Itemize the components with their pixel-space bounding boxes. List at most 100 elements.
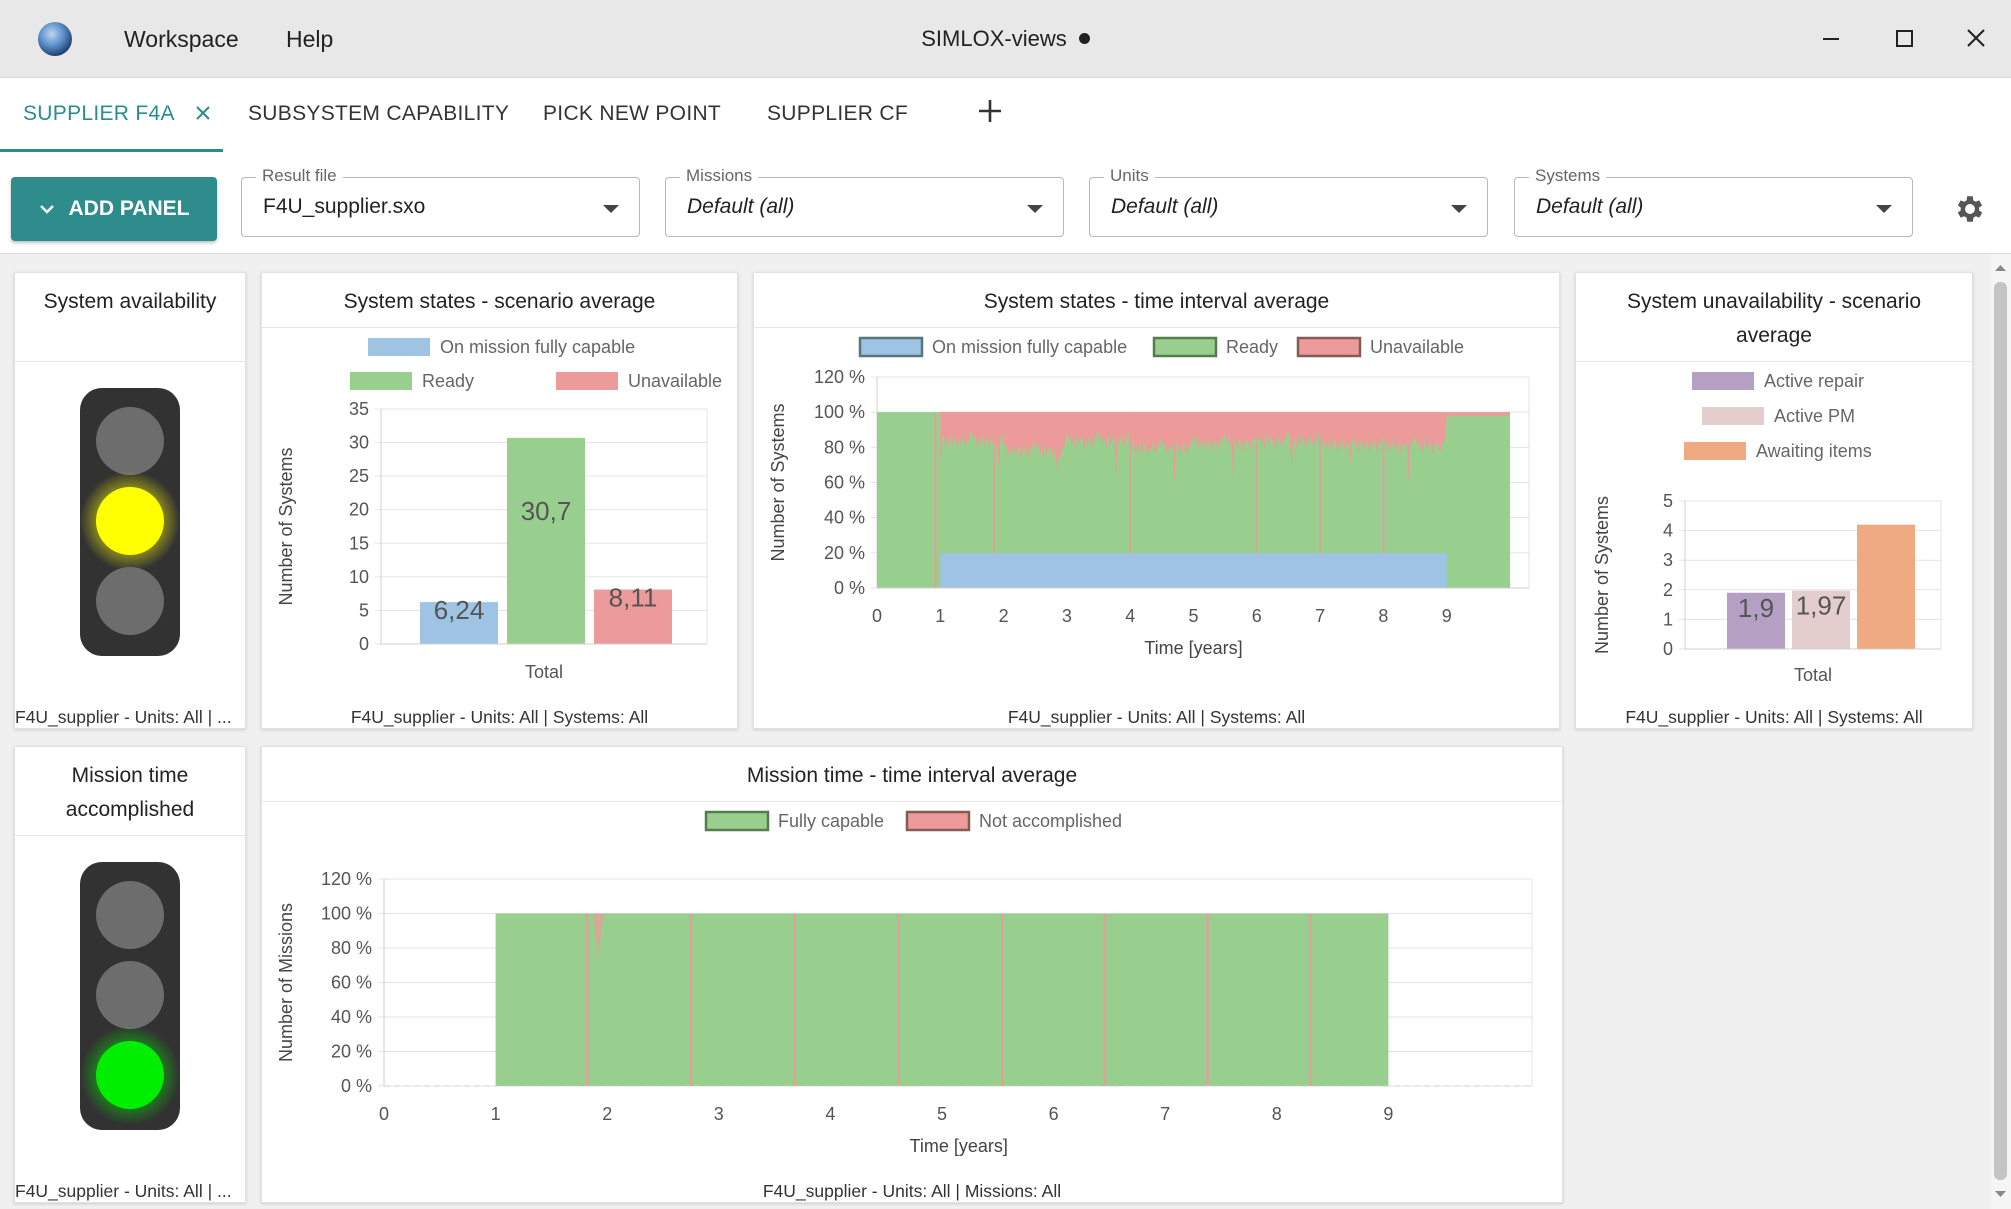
panel-title: System availability bbox=[43, 290, 217, 313]
bar-value-label: 1,97 bbox=[1796, 591, 1847, 621]
panel-footer: F4U_supplier - Units: All | Missions: Al… bbox=[762, 1181, 1062, 1201]
panel-system-availability[interactable]: System availability F4U_supplier - Units… bbox=[14, 272, 246, 729]
minimize-icon[interactable] bbox=[1811, 18, 1851, 58]
menu-help[interactable]: Help bbox=[286, 26, 334, 52]
dropdown-caret-icon bbox=[1876, 205, 1892, 213]
scrollbar-thumb[interactable] bbox=[1994, 282, 2007, 1180]
legend-swatch bbox=[1684, 442, 1746, 460]
y-tick-label: 4 bbox=[1663, 521, 1673, 541]
panel-title: Mission time accomplished bbox=[65, 764, 195, 821]
y-tick-label: 100 % bbox=[321, 904, 372, 924]
y-tick-label: 60 % bbox=[331, 973, 372, 993]
x-tick-label: 9 bbox=[1383, 1104, 1393, 1124]
y-tick-label: 80 % bbox=[331, 938, 372, 958]
y-tick-label: 20 % bbox=[824, 543, 865, 563]
legend-label: Unavailable bbox=[1370, 337, 1464, 357]
legend-swatch bbox=[368, 338, 430, 356]
close-icon[interactable] bbox=[1956, 18, 1996, 58]
x-tick-label: 8 bbox=[1378, 606, 1388, 626]
legend-label: On mission fully capable bbox=[440, 337, 635, 357]
tab-pick-new-point[interactable]: PICK NEW POINT bbox=[543, 102, 722, 125]
missions-select[interactable]: Missions Default (all) bbox=[665, 166, 1064, 237]
x-tick-label: 4 bbox=[1125, 606, 1135, 626]
dropdown-caret-icon bbox=[1451, 205, 1467, 213]
y-axis-label: Number of Missions bbox=[276, 903, 296, 1062]
panel-title: System unavailability - scenario average bbox=[1626, 290, 1922, 347]
y-tick-label: 30 bbox=[349, 433, 369, 453]
scroll-up-icon[interactable] bbox=[1990, 258, 2011, 278]
y-tick-label: 5 bbox=[359, 600, 369, 620]
area-not-accomplished bbox=[592, 913, 604, 957]
panel-divider bbox=[262, 327, 737, 328]
x-tick-label: 9 bbox=[1442, 606, 1452, 626]
dropdown-caret-icon bbox=[603, 205, 619, 213]
y-tick-label: 100 % bbox=[814, 402, 865, 422]
menu-workspace[interactable]: Workspace bbox=[124, 26, 239, 52]
dropdown-caret-icon bbox=[1027, 205, 1043, 213]
y-tick-label: 0 % bbox=[341, 1076, 372, 1096]
field-label: Systems bbox=[1529, 166, 1607, 186]
y-tick-label: 10 bbox=[349, 567, 369, 587]
y-tick-label: 15 bbox=[349, 533, 369, 553]
field-label: Result file bbox=[256, 166, 343, 186]
panel-footer: F4U_supplier - Units: All | Systems: All bbox=[1625, 707, 1923, 727]
legend-label: Active PM bbox=[1774, 406, 1855, 426]
legend-swatch bbox=[556, 372, 618, 390]
area-on-mission bbox=[940, 552, 1447, 588]
close-tab-icon[interactable] bbox=[194, 104, 212, 122]
maximize-icon[interactable] bbox=[1884, 18, 1924, 58]
legend-swatch bbox=[1692, 372, 1754, 390]
tab-label: SUPPLIER F4A bbox=[23, 102, 174, 125]
x-tick-label: 7 bbox=[1160, 1104, 1170, 1124]
units-select[interactable]: Units Default (all) bbox=[1089, 166, 1488, 237]
legend-label: Ready bbox=[1226, 337, 1278, 357]
x-axis-label: Time [years] bbox=[1144, 638, 1242, 658]
legend-label: Not accomplished bbox=[979, 811, 1122, 831]
app-logo-icon bbox=[38, 22, 72, 56]
legend-label: Ready bbox=[422, 371, 474, 391]
tab-supplier-cf[interactable]: SUPPLIER CF bbox=[767, 102, 908, 125]
bar bbox=[420, 602, 498, 644]
vertical-scrollbar[interactable] bbox=[1990, 254, 2011, 1209]
bar-value-label: 30,7 bbox=[521, 496, 572, 526]
panel-mission-time-interval[interactable]: Mission time - time interval average Ful… bbox=[261, 746, 1563, 1203]
y-tick-label: 35 bbox=[349, 399, 369, 419]
panel-system-states-scenario[interactable]: System states - scenario average On miss… bbox=[261, 272, 738, 729]
x-tick-label: Total bbox=[1794, 665, 1832, 685]
mission-time-area-chart: Fully capable Not accomplished 0 % 20 % 40 %… bbox=[276, 810, 1533, 1156]
legend-label: Awaiting items bbox=[1756, 441, 1872, 461]
add-panel-label: ADD PANEL bbox=[68, 197, 190, 220]
traffic-light-icon bbox=[80, 388, 180, 656]
panel-divider bbox=[15, 361, 245, 362]
legend-label: Unavailable bbox=[628, 371, 722, 391]
bar bbox=[1857, 524, 1915, 649]
y-axis-label: Number of Systems bbox=[276, 447, 296, 605]
panel-system-unavailability[interactable]: System unavailability - scenario average… bbox=[1575, 272, 1973, 729]
system-states-area-chart: On mission fully capable Ready Unavailable… bbox=[768, 336, 1530, 658]
area-unavailable bbox=[1446, 412, 1510, 416]
panel-footer: F4U_supplier - Units: All | ... bbox=[15, 1181, 232, 1201]
panel-mission-time-accomplished[interactable]: Mission time accomplished F4U_supplier -… bbox=[14, 746, 246, 1203]
legend-swatch bbox=[905, 810, 971, 832]
field-label: Units bbox=[1104, 166, 1155, 186]
panel-system-states-interval[interactable]: System states - time interval average On… bbox=[753, 272, 1560, 729]
y-tick-label: 120 % bbox=[321, 869, 372, 889]
y-tick-label: 1 bbox=[1663, 609, 1673, 629]
result-file-select[interactable]: Result file F4U_supplier.sxo bbox=[241, 166, 640, 237]
panel-title: System states - time interval average bbox=[983, 290, 1330, 313]
gear-icon[interactable] bbox=[1953, 192, 1987, 226]
toolbar: ADD PANEL Result file F4U_supplier.sxo M… bbox=[0, 152, 2011, 254]
systems-select[interactable]: Systems Default (all) bbox=[1514, 166, 1913, 237]
field-value: Default (all) bbox=[1111, 195, 1219, 218]
add-tab-icon[interactable] bbox=[975, 96, 1005, 126]
y-tick-label: 60 % bbox=[824, 473, 865, 493]
y-tick-label: 2 bbox=[1663, 580, 1673, 600]
tab-subsystem-capability[interactable]: SUBSYSTEM CAPABILITY bbox=[248, 102, 510, 125]
title-bar: Workspace Help SIMLOX-views bbox=[0, 0, 2011, 78]
add-panel-button[interactable]: ADD PANEL bbox=[11, 177, 217, 241]
panel-divider bbox=[15, 835, 245, 836]
x-tick-label: 8 bbox=[1272, 1104, 1282, 1124]
tab-supplier-f4a[interactable]: SUPPLIER F4A bbox=[23, 102, 212, 126]
legend-swatch bbox=[704, 810, 770, 832]
scroll-down-icon[interactable] bbox=[1990, 1184, 2011, 1204]
